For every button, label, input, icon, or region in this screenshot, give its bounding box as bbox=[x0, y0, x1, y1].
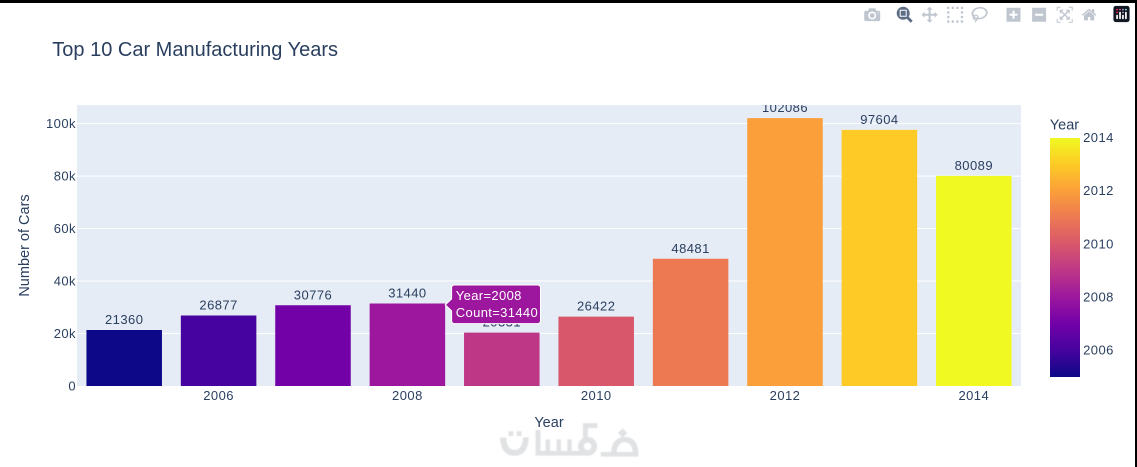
svg-text:40k: 40k bbox=[54, 274, 76, 289]
svg-text:Year: Year bbox=[1050, 118, 1079, 134]
svg-text:2010: 2010 bbox=[1083, 236, 1114, 251]
svg-text:2010: 2010 bbox=[581, 388, 612, 403]
svg-text:48481: 48481 bbox=[671, 241, 709, 256]
svg-text:Year=2008: Year=2008 bbox=[456, 288, 522, 303]
svg-text:20k: 20k bbox=[54, 326, 76, 341]
svg-text:0: 0 bbox=[68, 379, 76, 394]
svg-text:80k: 80k bbox=[54, 169, 76, 184]
svg-text:Count=31440: Count=31440 bbox=[456, 305, 538, 320]
svg-text:Top 10 Car Manufacturing Years: Top 10 Car Manufacturing Years bbox=[52, 39, 338, 61]
svg-text:2014: 2014 bbox=[958, 388, 989, 403]
svg-text:80089: 80089 bbox=[955, 158, 993, 173]
svg-text:Year: Year bbox=[534, 415, 563, 431]
svg-text:31440: 31440 bbox=[388, 286, 426, 301]
svg-text:Number of Cars: Number of Cars bbox=[17, 194, 33, 296]
svg-text:2012: 2012 bbox=[770, 388, 801, 403]
svg-text:100k: 100k bbox=[46, 116, 76, 131]
svg-text:2008: 2008 bbox=[392, 388, 423, 403]
svg-text:21360: 21360 bbox=[105, 312, 143, 327]
svg-text:2006: 2006 bbox=[203, 388, 234, 403]
svg-text:2014: 2014 bbox=[1083, 130, 1114, 145]
svg-text:97604: 97604 bbox=[860, 112, 898, 127]
svg-text:102086: 102086 bbox=[762, 100, 808, 115]
svg-text:2012: 2012 bbox=[1083, 183, 1114, 198]
svg-text:26877: 26877 bbox=[199, 297, 237, 312]
svg-text:2008: 2008 bbox=[1083, 289, 1114, 304]
svg-text:26422: 26422 bbox=[577, 299, 615, 314]
svg-text:30776: 30776 bbox=[294, 287, 332, 302]
svg-text:60k: 60k bbox=[54, 221, 76, 236]
svg-text:2006: 2006 bbox=[1083, 343, 1114, 358]
